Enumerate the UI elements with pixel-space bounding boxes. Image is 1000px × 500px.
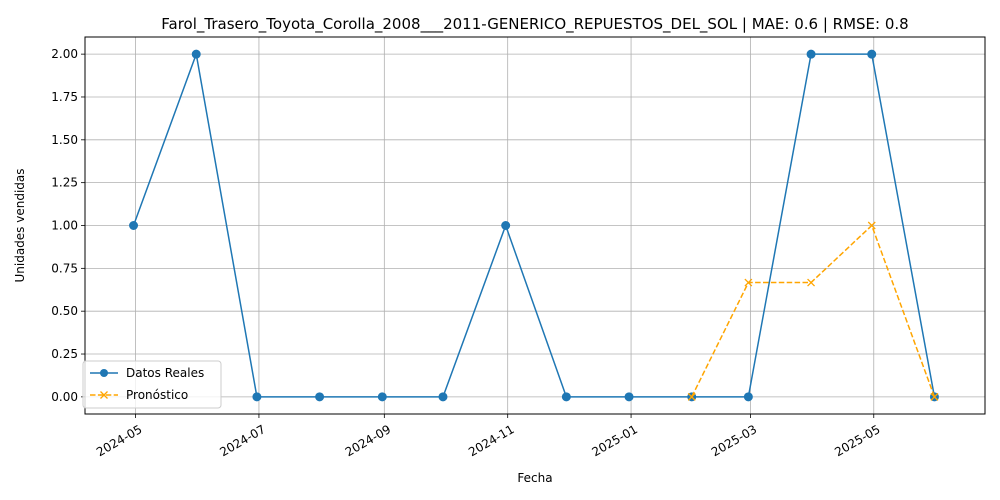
x-tick-label: 2024-11 [466, 422, 516, 459]
legend-item: Pronóstico [90, 388, 188, 402]
data-point [806, 49, 816, 59]
legend-item: Datos Reales [90, 366, 204, 380]
x-tick-label: 2024-07 [217, 422, 267, 459]
y-tick-label: 1.50 [51, 133, 78, 147]
data-point [315, 392, 325, 402]
data-point [438, 392, 448, 402]
data-point [561, 392, 571, 402]
x-tick-label: 2025-03 [709, 422, 759, 459]
data-point [377, 392, 387, 402]
y-axis-title: Unidades vendidas [13, 168, 27, 282]
data-point [501, 221, 511, 230]
series-layer [129, 49, 939, 402]
y-tick-label: 0.25 [51, 347, 78, 361]
data-point [687, 392, 696, 401]
legend-label: Pronóstico [126, 388, 188, 402]
y-tick-label: 0.00 [51, 390, 78, 404]
y-tick-label: 0.50 [51, 304, 78, 318]
chart-title: Farol_Trasero_Toyota_Corolla_2008___2011… [161, 15, 908, 34]
data-point [867, 49, 877, 59]
data-point [930, 392, 939, 401]
y-tick-label: 2.00 [51, 47, 78, 61]
x-tick-label: 2024-09 [343, 422, 393, 459]
x-tick-label: 2025-01 [590, 422, 640, 459]
data-point [744, 278, 753, 287]
legend-marker [100, 369, 108, 377]
series-2 [687, 221, 939, 401]
legend-label: Datos Reales [126, 366, 204, 380]
y-tick-label: 1.00 [51, 219, 78, 233]
x-tick-label: 2025-05 [832, 422, 882, 459]
legend: Datos Reales Pronóstico [82, 360, 222, 409]
grid [85, 37, 985, 414]
data-point [624, 392, 634, 402]
data-point [743, 392, 753, 402]
y-tick-label: 1.25 [51, 176, 78, 190]
data-point [252, 392, 262, 402]
data-point [129, 221, 139, 230]
data-point [191, 49, 201, 59]
y-tick-label: 0.75 [51, 261, 78, 275]
y-tick-label: 1.75 [51, 90, 78, 104]
data-point [867, 221, 876, 230]
x-tick-label: 2024-05 [94, 422, 144, 459]
legend-marker [100, 391, 108, 399]
data-point [807, 278, 816, 287]
x-axis-title: Fecha [517, 471, 552, 485]
series-line [132, 51, 936, 398]
